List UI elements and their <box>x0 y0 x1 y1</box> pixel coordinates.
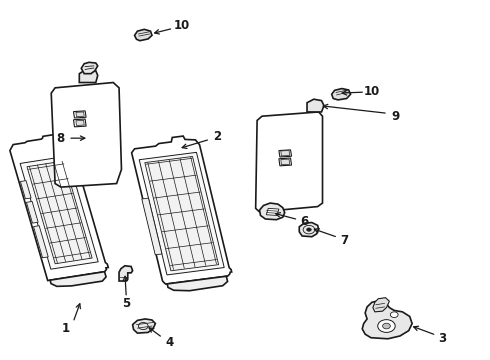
Polygon shape <box>26 202 38 223</box>
Polygon shape <box>50 272 106 286</box>
Polygon shape <box>332 89 351 100</box>
Text: 5: 5 <box>122 297 130 310</box>
Text: 9: 9 <box>391 110 399 123</box>
Polygon shape <box>299 222 318 237</box>
Polygon shape <box>362 301 412 339</box>
Polygon shape <box>279 150 292 157</box>
Polygon shape <box>260 203 285 220</box>
Polygon shape <box>76 112 84 117</box>
Polygon shape <box>256 112 322 212</box>
Polygon shape <box>51 82 122 187</box>
Polygon shape <box>145 157 219 271</box>
Circle shape <box>307 228 311 231</box>
Polygon shape <box>281 150 290 156</box>
Text: 8: 8 <box>56 132 64 145</box>
Text: 7: 7 <box>340 234 348 247</box>
Text: 2: 2 <box>213 130 221 143</box>
Polygon shape <box>76 121 84 125</box>
Polygon shape <box>81 62 98 74</box>
Polygon shape <box>10 135 108 280</box>
Polygon shape <box>142 198 162 255</box>
Text: 3: 3 <box>439 332 447 345</box>
Polygon shape <box>281 159 290 165</box>
Text: 10: 10 <box>364 85 380 98</box>
Polygon shape <box>20 156 98 269</box>
Text: 10: 10 <box>174 19 190 32</box>
Polygon shape <box>307 99 324 112</box>
Circle shape <box>391 312 398 318</box>
Polygon shape <box>74 111 86 118</box>
Polygon shape <box>133 319 155 333</box>
Text: 4: 4 <box>166 336 174 349</box>
Polygon shape <box>27 161 92 264</box>
Polygon shape <box>74 119 86 127</box>
Polygon shape <box>21 181 31 199</box>
Polygon shape <box>279 158 292 166</box>
Circle shape <box>378 320 395 332</box>
Polygon shape <box>33 226 48 258</box>
Polygon shape <box>167 276 227 291</box>
Text: 6: 6 <box>300 215 308 228</box>
Text: 1: 1 <box>62 321 70 335</box>
Polygon shape <box>119 266 133 281</box>
Polygon shape <box>79 69 98 82</box>
Polygon shape <box>139 152 224 275</box>
Polygon shape <box>267 208 279 215</box>
Polygon shape <box>132 136 232 284</box>
Polygon shape <box>373 298 390 312</box>
Circle shape <box>383 323 391 329</box>
Polygon shape <box>135 30 152 41</box>
